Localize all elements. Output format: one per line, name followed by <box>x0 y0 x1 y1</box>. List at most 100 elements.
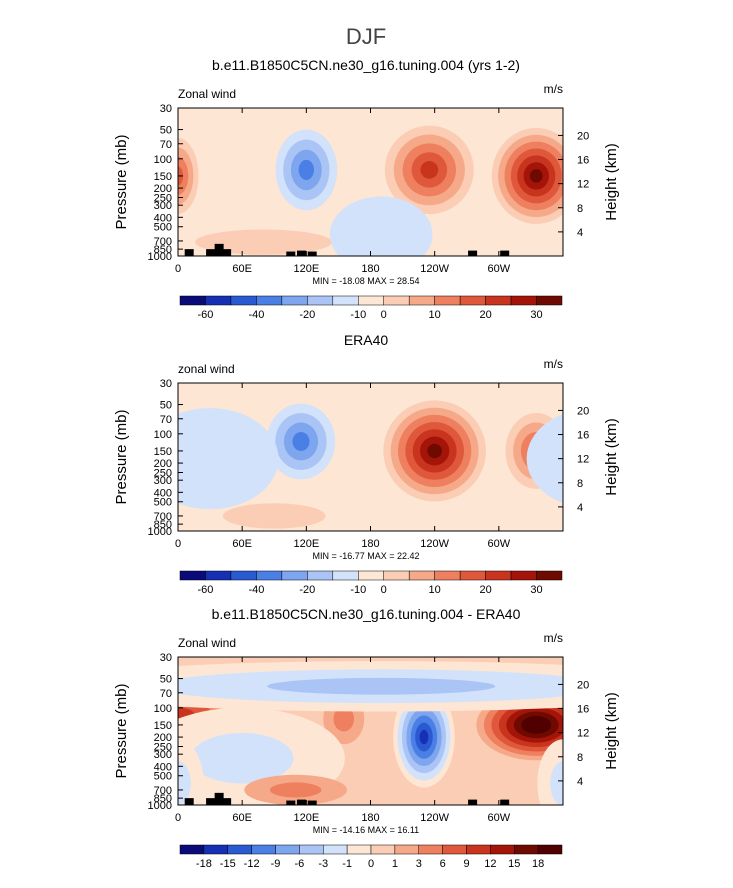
p-tick-label: 30 <box>160 652 172 664</box>
p-tick-label: 850 <box>154 793 172 805</box>
topography-mask <box>296 250 306 256</box>
p-tick-label: 400 <box>154 212 172 224</box>
y-axis-title-right: Height (km) <box>603 418 620 496</box>
p-tick-label: 200 <box>154 732 172 744</box>
min-max-text: MIN = -14.16 MAX = 16.11 <box>313 825 419 835</box>
p-tick-label: 70 <box>160 688 172 700</box>
colorbar-swatch <box>485 570 512 581</box>
contour-feature <box>195 229 332 255</box>
colorbar-swatch <box>205 570 232 581</box>
topography-mask <box>296 799 306 805</box>
colorbar-swatch <box>370 844 396 855</box>
colorbar-swatch <box>227 844 252 855</box>
colorbar: -18 -15 -12 -9 -6 -3 -1 0 1 3 6 9 12 15 18 <box>179 844 563 870</box>
h-tick-label: 12 <box>577 454 589 466</box>
colorbar-swatch <box>346 844 372 855</box>
main-title: DJF <box>346 24 386 49</box>
x-tick-label: 120E <box>293 538 319 550</box>
colorbar-label: -12 <box>244 858 260 870</box>
p-tick-label: 700 <box>154 236 172 248</box>
contour-level <box>329 196 433 256</box>
h-tick-label: 20 <box>577 130 589 142</box>
p-tick-label: 30 <box>160 103 172 115</box>
contour-level <box>222 503 326 529</box>
colorbar-label: 30 <box>530 309 542 321</box>
contour-feature <box>383 400 486 502</box>
colorbar-swatch <box>332 570 359 581</box>
colorbar-label: 0 <box>368 858 374 870</box>
x-tick-label: 60W <box>488 812 511 824</box>
h-tick-label: 16 <box>577 430 589 442</box>
colorbar-swatch <box>203 844 228 855</box>
colorbar-swatch <box>418 844 443 855</box>
h-tick-label: 4 <box>577 776 583 788</box>
y-axis-title-right: Height (km) <box>603 143 620 221</box>
topography-mask <box>307 800 317 805</box>
h-tick-label: 4 <box>577 227 583 239</box>
topography-mask <box>222 798 232 805</box>
colorbar-swatch <box>307 295 334 306</box>
contour-level <box>528 720 544 730</box>
colorbar-swatch <box>466 844 491 855</box>
x-tick-label: 120E <box>293 263 319 275</box>
contour-level <box>529 169 543 183</box>
colorbar-swatch <box>179 570 206 581</box>
p-tick-label: 250 <box>154 192 172 204</box>
contour-level <box>195 229 332 255</box>
colorbar-swatch <box>434 295 461 306</box>
colorbar-swatch <box>230 570 257 581</box>
topography-mask <box>184 249 194 256</box>
contour-level <box>333 706 355 732</box>
p-tick-label: 1000 <box>148 526 172 538</box>
p-tick-label: 50 <box>160 400 172 412</box>
panel-title: b.e11.B1850C5CN.ne30_g16.tuning.004 - ER… <box>212 606 521 622</box>
contour-level <box>420 161 439 179</box>
topography-mask <box>206 249 216 256</box>
p-tick-label: 150 <box>154 171 172 183</box>
colorbar-swatch <box>408 570 435 581</box>
colorbar-swatch <box>281 570 308 581</box>
p-tick-label: 500 <box>154 497 172 509</box>
colorbar-label: -60 <box>198 309 214 321</box>
x-tick-label: 60W <box>488 538 511 550</box>
colorbar-swatch <box>383 295 410 306</box>
colorbar-label: 0 <box>381 309 387 321</box>
topography-mask <box>214 792 224 805</box>
contour-level <box>178 761 191 805</box>
colorbar-label: -40 <box>248 309 264 321</box>
p-tick-label: 1000 <box>148 251 172 263</box>
colorbar-label: 15 <box>508 858 520 870</box>
contour-level <box>267 677 496 695</box>
min-max-text: MIN = -18.08 MAX = 28.54 <box>312 276 419 286</box>
colorbar-label: -10 <box>350 309 366 321</box>
h-tick-label: 12 <box>577 179 589 191</box>
h-tick-label: 12 <box>577 728 589 740</box>
colorbar-label: 3 <box>416 858 422 870</box>
colorbar-label: -1 <box>342 858 352 870</box>
p-tick-label: 70 <box>160 414 172 426</box>
topography-mask <box>468 250 478 256</box>
p-tick-label: 300 <box>154 200 172 212</box>
topography-mask <box>286 800 296 805</box>
h-tick-label: 4 <box>577 502 583 514</box>
x-tick-label: 60E <box>232 812 252 824</box>
colorbar-label: -40 <box>248 584 264 596</box>
contour-feature <box>244 774 347 805</box>
p-tick-label: 100 <box>154 703 172 715</box>
colorbar-swatch <box>536 570 563 581</box>
contour-feature <box>329 196 433 256</box>
x-tick-label: 60E <box>232 263 252 275</box>
h-tick-label: 8 <box>577 752 583 764</box>
colorbar-swatch <box>537 844 563 855</box>
topography-mask <box>500 799 510 805</box>
colorbar-label: -20 <box>299 309 315 321</box>
colorbar-swatch <box>307 570 334 581</box>
y-axis-title-left: Pressure (mb) <box>113 134 130 229</box>
colorbar-swatch <box>323 844 348 855</box>
x-tick-label: 120E <box>293 812 319 824</box>
contour-field <box>178 400 563 529</box>
h-tick-label: 8 <box>577 478 583 490</box>
colorbar-swatch <box>434 570 461 581</box>
p-tick-label: 500 <box>154 222 172 234</box>
